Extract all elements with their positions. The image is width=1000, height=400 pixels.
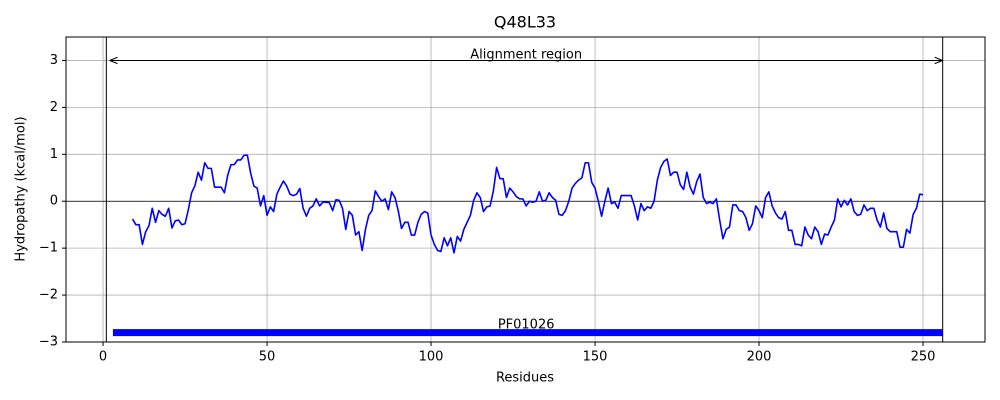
domain-label: PF01026 — [498, 318, 555, 333]
y-axis-label: Hydropathy (kcal/mol) — [14, 116, 29, 261]
x-tick-label: 100 — [419, 350, 444, 365]
y-tick-label: 1 — [50, 147, 58, 162]
y-tick-label: −1 — [39, 241, 58, 256]
x-tick-label: 0 — [99, 350, 107, 365]
plot-frame — [65, 36, 986, 343]
y-tick-label: 0 — [50, 194, 58, 209]
chart-title: Q48L33 — [494, 13, 556, 32]
y-tick-label: −2 — [39, 288, 58, 303]
x-tick-label: 250 — [911, 350, 936, 365]
domain-bar — [112, 329, 943, 337]
x-tick-label: 50 — [259, 350, 276, 365]
x-tick-label: 150 — [583, 350, 608, 365]
y-tick-label: −3 — [39, 335, 58, 350]
data-line — [131, 154, 924, 254]
x-axis-label: Residues — [496, 371, 554, 386]
x-tick-label: 200 — [747, 350, 772, 365]
y-tick-label: 2 — [50, 100, 58, 115]
y-tick-label: 3 — [50, 53, 58, 68]
region-label: Alignment region — [470, 47, 582, 62]
